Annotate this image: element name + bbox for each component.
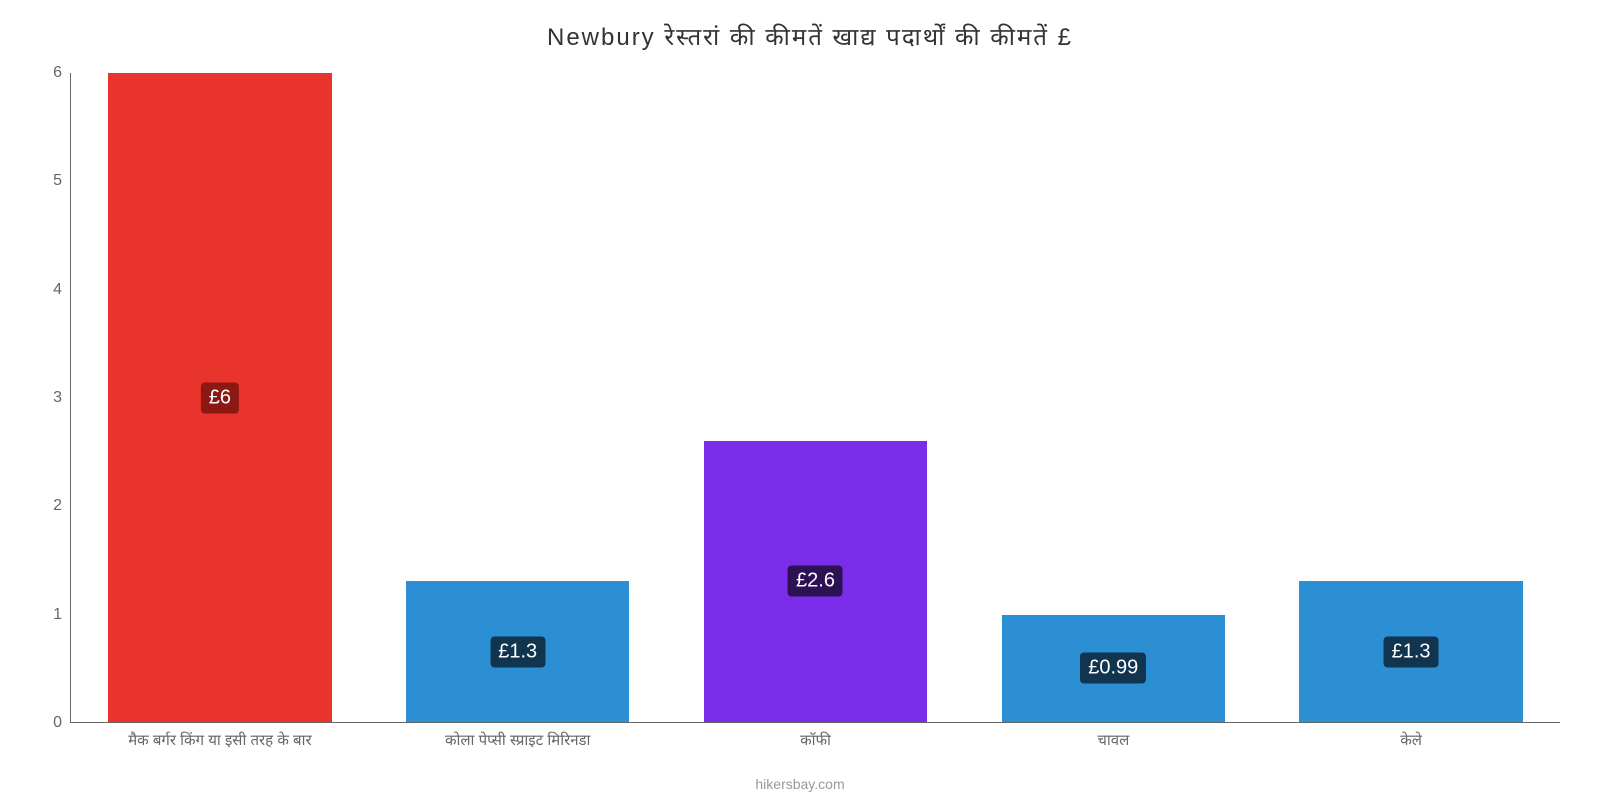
y-tick: 0 [53, 714, 62, 732]
y-tick: 5 [53, 172, 62, 190]
bar: £6 [108, 73, 331, 722]
bar-value-label: £6 [201, 382, 239, 413]
bar-value-label: £2.6 [788, 566, 843, 597]
x-axis-label: कॉफी [667, 722, 965, 750]
x-axis-label: चावल [964, 722, 1262, 750]
x-axis-label: कोला पेप्सी स्प्राइट मिरिनडा [369, 722, 667, 750]
chart-title: Newbury रेस्तरां की कीमतें खाद्य पदार्थो… [60, 10, 1560, 73]
bar-value-label: £1.3 [490, 636, 545, 667]
bar-value-label: £0.99 [1080, 653, 1146, 684]
bar: £1.3 [1299, 581, 1522, 722]
bar-slot: £1.3कोला पेप्सी स्प्राइट मिरिनडा [369, 73, 667, 722]
bar-slot: £0.99चावल [964, 73, 1262, 722]
bar: £2.6 [704, 441, 927, 722]
y-tick: 2 [53, 497, 62, 515]
bar: £0.99 [1002, 615, 1225, 722]
bar-value-label: £1.3 [1384, 636, 1439, 667]
y-tick: 1 [53, 606, 62, 624]
attribution: hikersbay.com [0, 776, 1600, 792]
bar-slot: £2.6कॉफी [667, 73, 965, 722]
bar: £1.3 [406, 581, 629, 722]
x-axis-label: मैक बर्गर किंग या इसी तरह के बार [71, 722, 369, 750]
bar-slot: £1.3केले [1262, 73, 1560, 722]
y-tick: 4 [53, 281, 62, 299]
y-tick: 3 [53, 389, 62, 407]
bar-slot: £6मैक बर्गर किंग या इसी तरह के बार [71, 73, 369, 722]
y-tick: 6 [53, 64, 62, 82]
plot-area: 0123456 £6मैक बर्गर किंग या इसी तरह के ब… [70, 73, 1560, 723]
chart-container: Newbury रेस्तरां की कीमतें खाद्य पदार्थो… [0, 0, 1600, 800]
bars-region: £6मैक बर्गर किंग या इसी तरह के बार£1.3को… [70, 73, 1560, 723]
y-axis: 0123456 [40, 73, 70, 723]
x-axis-label: केले [1262, 722, 1560, 750]
